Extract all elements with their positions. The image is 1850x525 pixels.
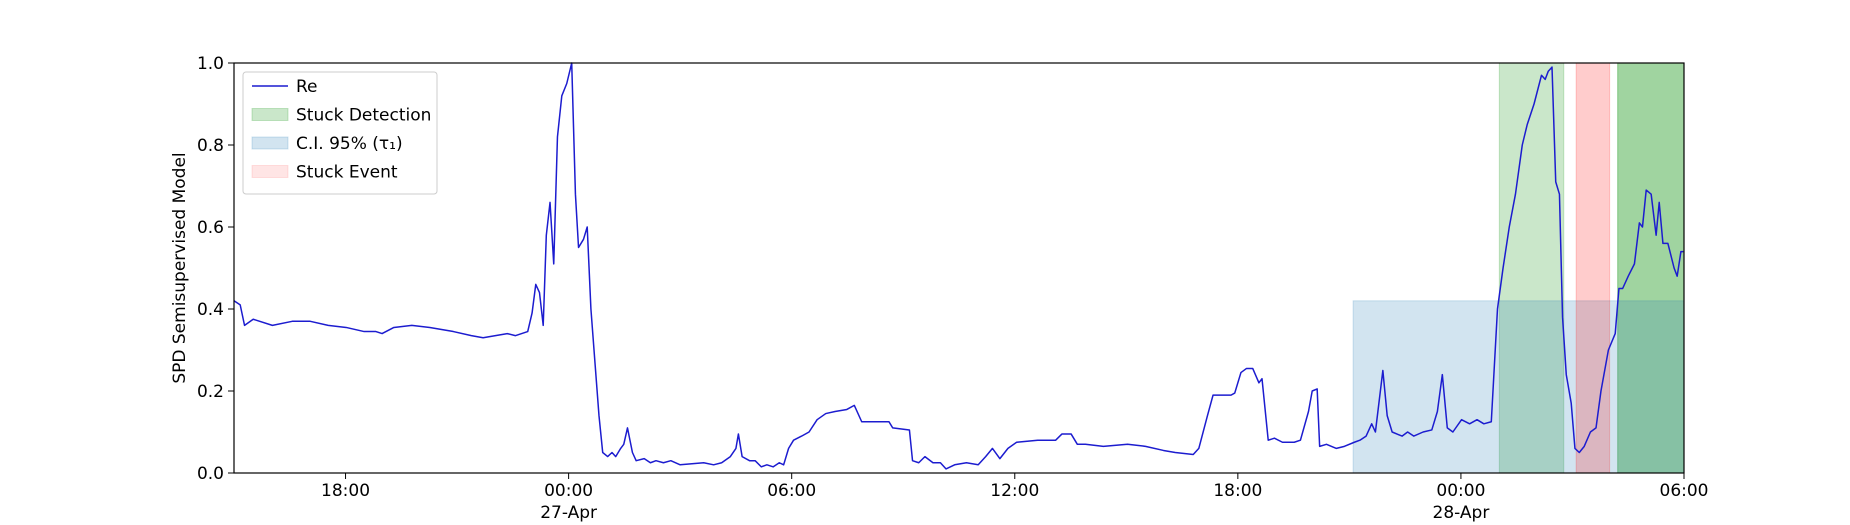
y-tick-label: 0.2 (197, 382, 224, 402)
data-line (233, 62, 1684, 470)
region-span (1498, 62, 1565, 474)
legend-label: C.I. 95% (τ₁) (296, 134, 403, 154)
x-tick-label: 06:00 (767, 481, 816, 501)
x-tick-label: 18:00 (1213, 481, 1262, 501)
y-tick-label: 0.8 (197, 136, 224, 156)
legend-label: Stuck Detection (296, 106, 431, 126)
x-tick-label: 06:00 (1660, 481, 1709, 501)
region-span (1352, 300, 1685, 474)
legend-patch (251, 165, 289, 178)
x-tick-label: 18:00 (321, 481, 370, 501)
y-tick-label: 1.0 (197, 54, 224, 74)
y-tick-label: 0.6 (197, 218, 224, 238)
region-span (1575, 62, 1611, 474)
legend-patch (251, 108, 289, 121)
x-tick-label: 12:00 (990, 481, 1039, 501)
plot-frame (233, 62, 1685, 474)
legend-box (242, 71, 438, 195)
x-tick-label: 00:00 28-Apr (1433, 481, 1490, 523)
region-span (1617, 62, 1685, 474)
y-tick-label: 0.0 (197, 464, 224, 484)
y-axis-label: SPD Semisupervised Model (170, 152, 190, 383)
legend: Re Stuck Detection C.I. 95% (τ₁) Stuck Even… (242, 71, 438, 195)
y-tick-label: 0.4 (197, 300, 224, 320)
legend-patch (251, 136, 289, 150)
legend-label: Re (296, 77, 318, 97)
legend-label: Stuck Event (296, 163, 398, 183)
